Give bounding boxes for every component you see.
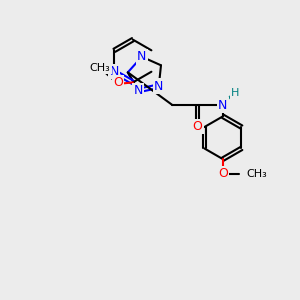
Text: O: O [113,76,123,89]
Text: O: O [218,167,228,181]
Text: CH₃: CH₃ [90,63,111,73]
Text: O: O [193,120,202,133]
Text: N: N [110,65,119,78]
Text: H: H [231,88,240,98]
Text: N: N [154,80,164,93]
Text: N: N [134,84,143,97]
Text: CH₃: CH₃ [247,169,267,179]
Text: N: N [218,98,228,112]
Text: N: N [137,50,146,63]
